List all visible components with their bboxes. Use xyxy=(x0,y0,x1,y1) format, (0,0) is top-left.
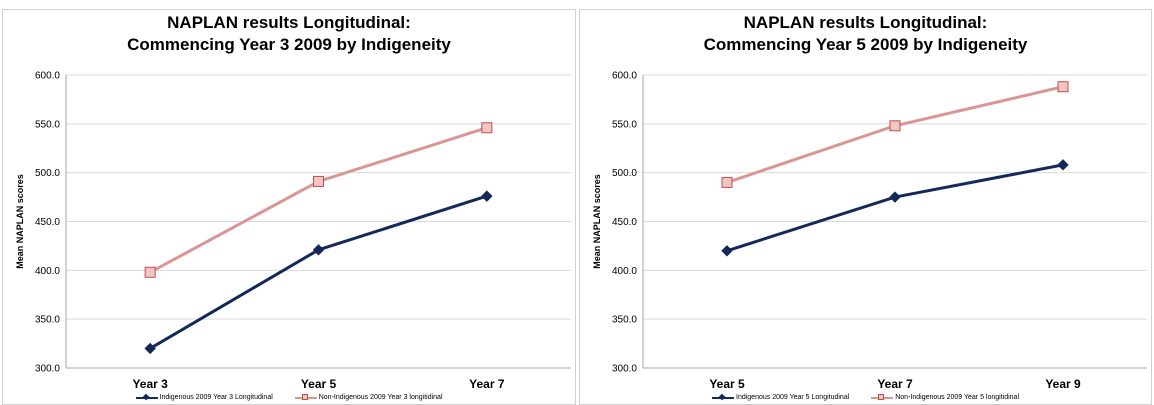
series-line-non-indigenous xyxy=(726,85,1064,184)
y-tick-label: 500.0 xyxy=(612,168,637,179)
y-tick-label: 500.0 xyxy=(35,168,60,179)
legend-swatch-indigenous xyxy=(135,393,158,401)
series-line-indigenous xyxy=(149,194,488,350)
y-axis-label: Mean NAPLAN scores xyxy=(592,174,602,269)
data-point-non-indigenous xyxy=(889,120,901,132)
series-line-indigenous xyxy=(726,163,1064,253)
x-tick-label: Year 3 xyxy=(132,377,168,391)
x-tick-label: Year 7 xyxy=(877,377,913,391)
y-tick-label: 400.0 xyxy=(35,266,60,277)
x-tick-label: Year 5 xyxy=(301,377,337,391)
legend-swatch-non-indigenous xyxy=(871,394,894,400)
data-point-indigenous xyxy=(721,245,733,257)
y-tick-label: 300.0 xyxy=(612,364,637,375)
y-tick-label: 550.0 xyxy=(35,119,60,130)
line-chart-year5: 600.0 550.0 500.0 450.0 400.0 350.0 300.0 Year … xyxy=(592,71,1147,391)
data-point-non-indigenous xyxy=(1057,81,1069,93)
chart-legend: Indigenous 2009 Year 3 Longitudinal Non-… xyxy=(3,392,575,404)
legend-item-non-indigenous: Non-Indigenous 2009 Year 3 longitidinal xyxy=(294,392,443,404)
legend-item-indigenous: Indigenous 2009 Year 5 Longitudinal xyxy=(712,392,849,404)
line-chart-year3: 600.0 550.0 500.0 450.0 400.0 350.0 300.0 Year … xyxy=(15,71,571,391)
x-tick-label: Year 5 xyxy=(709,377,745,391)
chart-panel-year3: NAPLAN results Longitudinal: Commencing … xyxy=(2,9,576,405)
legend-item-indigenous: Indigenous 2009 Year 3 Longitudinal xyxy=(135,392,273,404)
chart-legend: Indigenous 2009 Year 5 Longitudinal Non-… xyxy=(580,392,1151,404)
y-tick-label: 300.0 xyxy=(35,364,60,375)
legend-swatch-indigenous xyxy=(712,393,734,401)
y-tick-label: 450.0 xyxy=(35,217,60,228)
y-tick-label: 450.0 xyxy=(612,217,637,228)
chart-panel-year5: NAPLAN results Longitudinal: Commencing … xyxy=(579,9,1152,405)
y-tick-label: 400.0 xyxy=(612,266,637,277)
legend-label-non-indigenous: Non-Indigenous 2009 Year 5 longitidinal xyxy=(895,394,1019,401)
x-tick-label: Year 9 xyxy=(1045,377,1081,391)
legend-swatch-non-indigenous xyxy=(294,394,317,400)
data-point-indigenous xyxy=(312,244,325,256)
y-tick-label: 600.0 xyxy=(35,71,60,82)
y-axis-label: Mean NAPLAN scores xyxy=(15,174,25,269)
data-point-indigenous xyxy=(144,342,156,355)
data-point-indigenous xyxy=(1057,159,1069,171)
data-point-indigenous xyxy=(481,190,493,202)
data-point-non-indigenous xyxy=(144,266,156,278)
data-point-non-indigenous xyxy=(481,122,493,134)
legend-label-indigenous: Indigenous 2009 Year 5 Longitudinal xyxy=(736,394,850,401)
legend-label-non-indigenous: Non-Indigenous 2009 Year 3 longitidinal xyxy=(318,394,443,401)
data-point-non-indigenous xyxy=(721,176,733,188)
y-tick-label: 350.0 xyxy=(35,315,60,326)
legend-label-indigenous: Indigenous 2009 Year 3 Longitudinal xyxy=(159,394,273,401)
legend-item-non-indigenous: Non-Indigenous 2009 Year 5 longitidinal xyxy=(871,392,1019,404)
y-tick-label: 550.0 xyxy=(612,119,637,130)
data-point-indigenous xyxy=(889,191,901,203)
chart-title: NAPLAN results Longitudinal: Commencing … xyxy=(127,13,451,54)
data-point-non-indigenous xyxy=(313,175,324,187)
y-tick-label: 350.0 xyxy=(612,315,637,326)
x-tick-label: Year 7 xyxy=(469,377,505,391)
y-tick-label: 600.0 xyxy=(612,71,637,82)
chart-title: NAPLAN results Longitudinal: Commencing … xyxy=(703,13,1028,54)
